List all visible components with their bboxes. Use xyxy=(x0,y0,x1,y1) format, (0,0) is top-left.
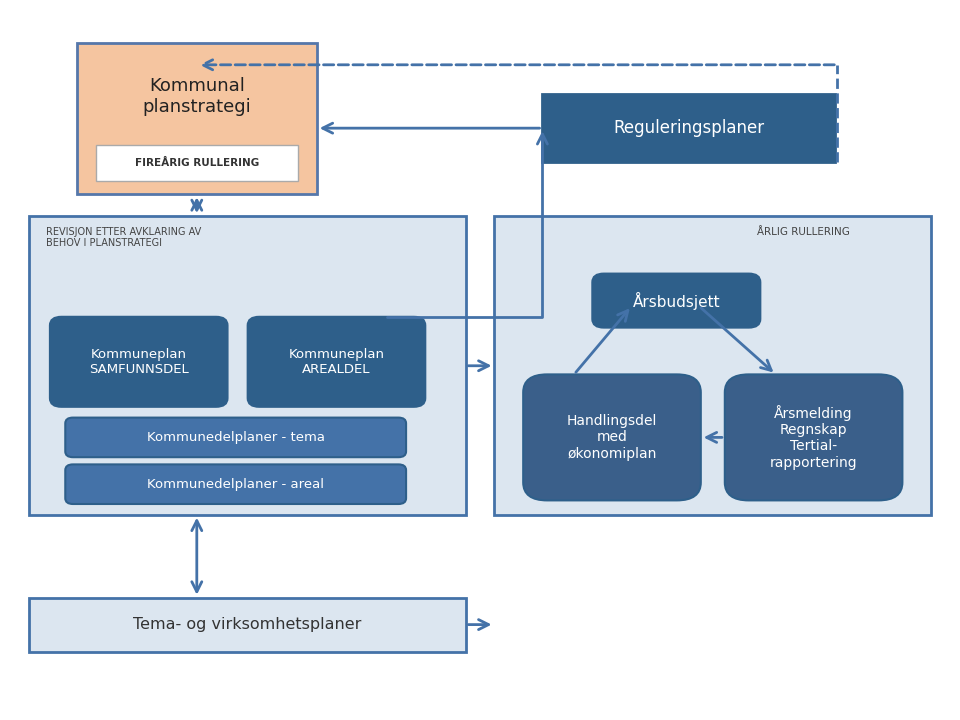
Bar xyxy=(29,216,466,515)
Text: Kommuneplan
SAMFUNNSDEL: Kommuneplan SAMFUNNSDEL xyxy=(89,348,188,376)
Text: Tema- og virksomhetsplaner: Tema- og virksomhetsplaner xyxy=(133,617,361,632)
Bar xyxy=(494,216,931,515)
Text: FIREÅRIG RULLERING: FIREÅRIG RULLERING xyxy=(134,158,259,168)
FancyBboxPatch shape xyxy=(725,374,902,500)
Text: REVISJON ETTER AVKLARING AV
BEHOV I PLANSTRATEGI: REVISJON ETTER AVKLARING AV BEHOV I PLAN… xyxy=(46,227,202,248)
Text: Kommuneplan
AREALDEL: Kommuneplan AREALDEL xyxy=(288,348,384,376)
FancyBboxPatch shape xyxy=(592,274,760,328)
FancyBboxPatch shape xyxy=(50,317,228,407)
FancyBboxPatch shape xyxy=(248,317,425,407)
Bar xyxy=(29,598,466,652)
Text: Årsmelding
Regnskap
Tertial-
rapportering: Årsmelding Regnskap Tertial- rapporterin… xyxy=(770,405,857,469)
Text: Reguleringsplaner: Reguleringsplaner xyxy=(613,119,764,137)
FancyBboxPatch shape xyxy=(65,418,406,457)
Text: Handlingsdel
med
økonomiplan: Handlingsdel med økonomiplan xyxy=(566,414,658,461)
Text: Kommunedelplaner - areal: Kommunedelplaner - areal xyxy=(147,477,324,491)
Text: Årsbudsjett: Årsbudsjett xyxy=(633,292,720,310)
Text: ÅRLIG RULLERING: ÅRLIG RULLERING xyxy=(756,227,850,237)
FancyBboxPatch shape xyxy=(523,374,701,500)
Text: Kommunal
planstrategi: Kommunal planstrategi xyxy=(142,77,252,115)
Bar xyxy=(77,43,317,194)
Bar xyxy=(542,94,835,162)
Text: Kommunedelplaner - tema: Kommunedelplaner - tema xyxy=(147,431,324,444)
Bar xyxy=(96,145,298,181)
FancyBboxPatch shape xyxy=(65,464,406,504)
